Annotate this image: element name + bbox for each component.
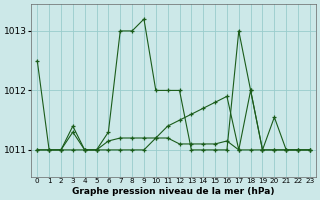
X-axis label: Graphe pression niveau de la mer (hPa): Graphe pression niveau de la mer (hPa) — [72, 187, 275, 196]
